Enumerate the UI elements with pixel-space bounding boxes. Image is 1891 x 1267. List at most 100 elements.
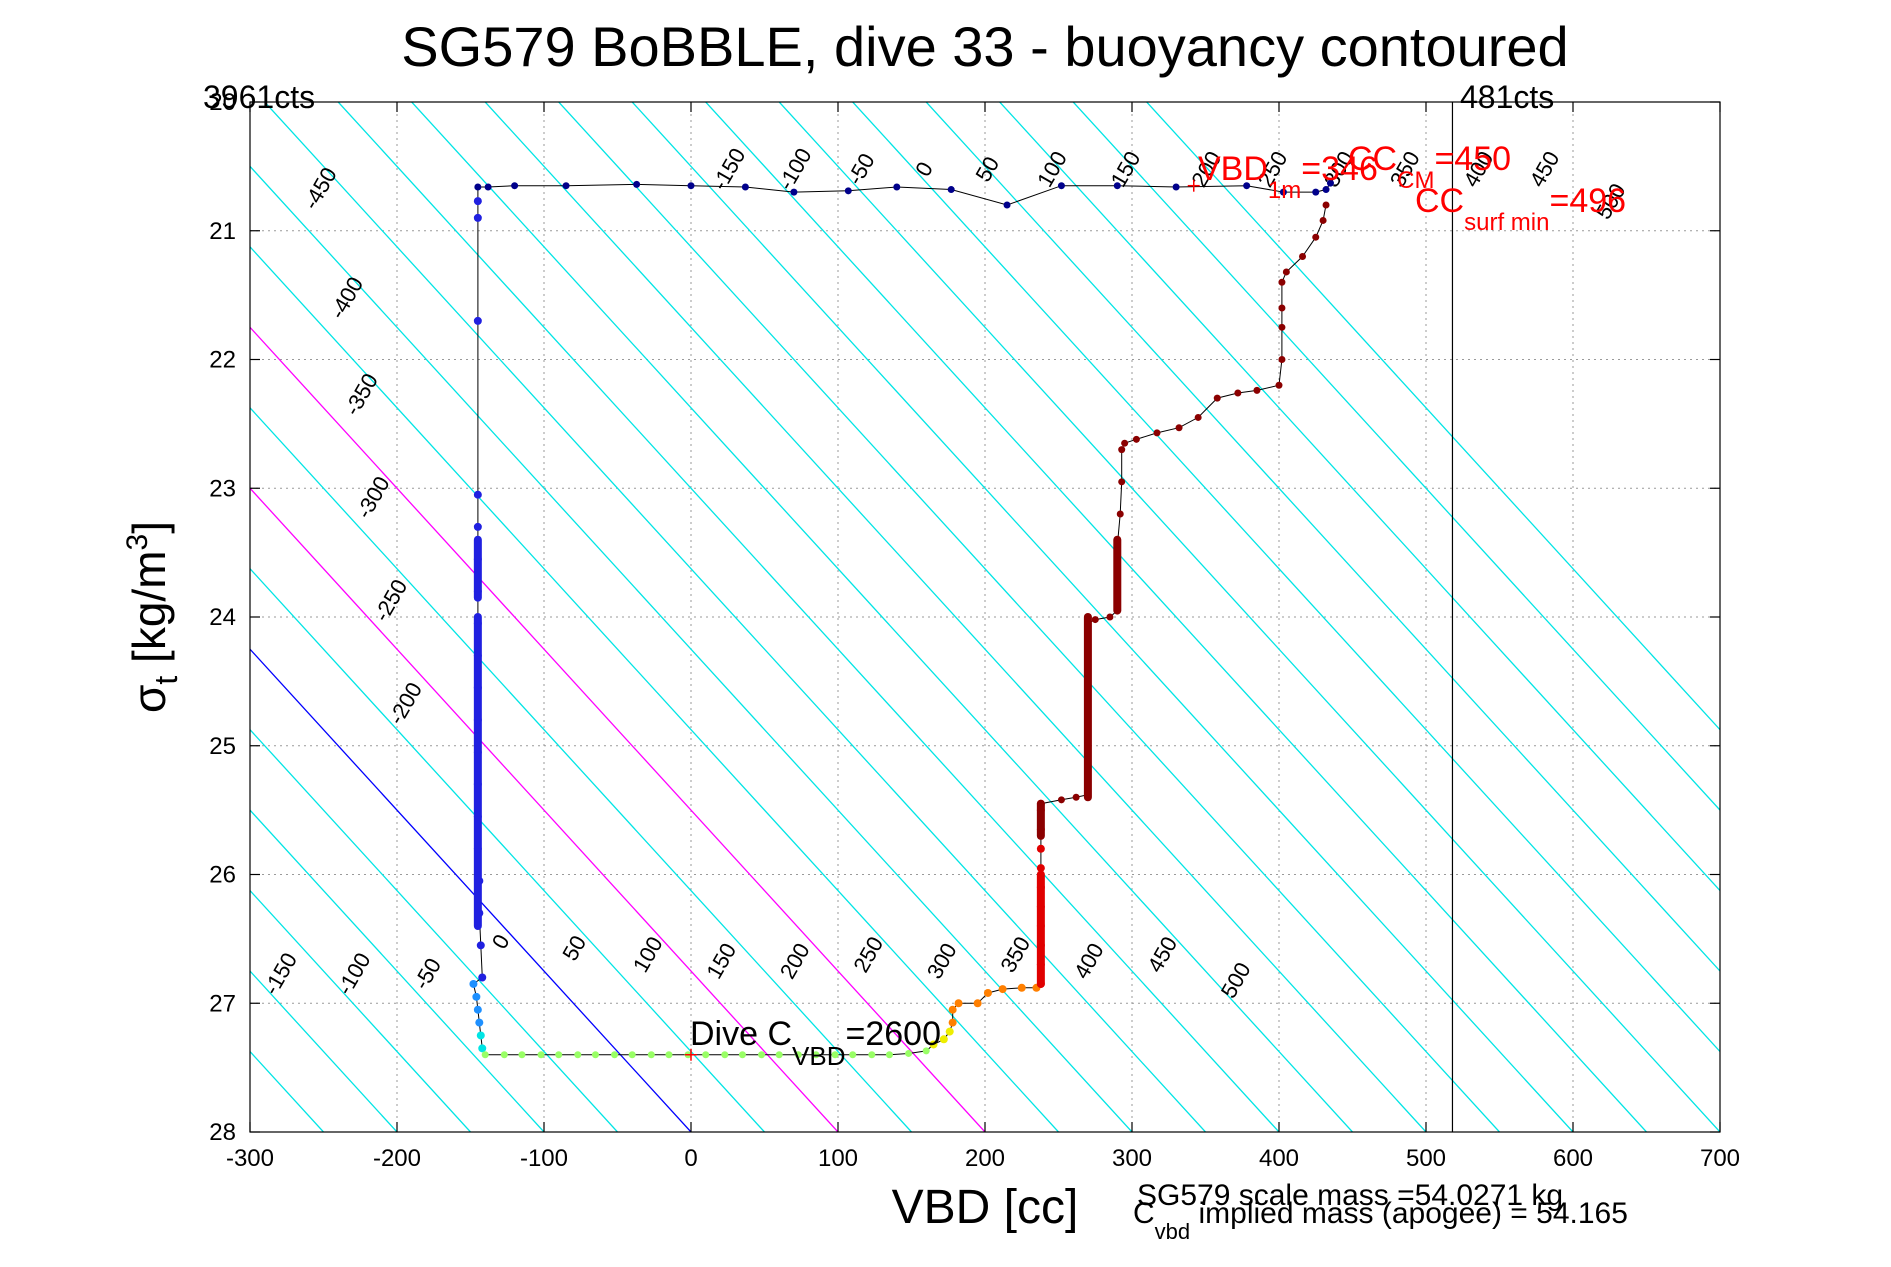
data-point [922, 1047, 930, 1055]
cc-cm-annotation: CCCM=450 [1348, 140, 1511, 194]
data-point [1312, 233, 1320, 241]
contour-line [250, 567, 765, 1132]
y-axis-label-superscript: 3 [121, 534, 154, 551]
contour-line [1072, 102, 1720, 812]
data-point [633, 180, 641, 188]
data-point [473, 619, 482, 628]
annotation-layer [685, 179, 1200, 1061]
data-point [1116, 510, 1124, 518]
data-point [893, 183, 901, 191]
data-point [1253, 386, 1261, 394]
tick-layer: -300 -200 -100 0 100 200 300 400 500 600 700 20 21 22… [209, 89, 1740, 1172]
implied-mass-subscript: vbd [1155, 1219, 1190, 1244]
data-point [1278, 323, 1286, 331]
cc-surf-min-subscript: surf min [1464, 209, 1549, 236]
data-point [473, 683, 482, 692]
data-point [481, 1051, 489, 1059]
data-point [1278, 356, 1286, 363]
data-point [1106, 613, 1114, 621]
y-tick-label: 26 [209, 862, 236, 889]
data-point [473, 716, 482, 724]
data-point [1036, 922, 1045, 930]
data-point [473, 651, 482, 660]
data-point [1084, 716, 1092, 724]
x-tick-label: -100 [520, 1145, 568, 1172]
data-point [1036, 883, 1045, 892]
contour-line [250, 326, 986, 1132]
data-point [1326, 179, 1334, 187]
data-point [1036, 902, 1045, 911]
x-tick-label: 600 [1553, 1145, 1593, 1172]
contour-line [705, 102, 1647, 1132]
vbd-1m-subscript: 1m [1268, 177, 1301, 204]
data-point [1319, 216, 1327, 224]
vbd-1m-main: VBD [1198, 150, 1268, 188]
y-tick-label: 22 [209, 347, 236, 374]
contour-line [250, 889, 471, 1132]
data-point [983, 988, 992, 997]
data-point [1282, 268, 1290, 276]
data-point [1132, 435, 1140, 443]
contour-layer [250, 102, 1720, 1132]
contour-line [484, 102, 1427, 1132]
contour-line [558, 102, 1500, 1132]
data-point [1234, 389, 1242, 397]
data-point [473, 555, 482, 564]
data-point [484, 183, 492, 191]
data-point [1091, 616, 1099, 624]
data-point [738, 1051, 746, 1059]
data-point [954, 999, 963, 1008]
contour-line [411, 102, 1353, 1132]
dive-c-vbd-subscript: VBD [792, 1041, 845, 1071]
data-point [1017, 983, 1026, 992]
y-tick-label: 21 [209, 218, 236, 245]
y-tick-label: 24 [209, 604, 236, 631]
y-tick-label: 23 [209, 475, 236, 502]
contour-line [250, 809, 545, 1132]
data-point [473, 587, 482, 596]
data-point [562, 182, 570, 190]
y-axis-label-symbol: σ [123, 685, 175, 713]
data-point [647, 1051, 655, 1059]
y-axis-label-unit: [kg/m [123, 550, 175, 675]
data-point [1036, 844, 1045, 853]
x-tick-label: -300 [226, 1145, 274, 1172]
y-tick-label: 27 [209, 990, 236, 1017]
implied-mass-rest: implied mass (apogee) = 54.165 [1190, 1197, 1628, 1230]
x-tick-label: 300 [1112, 1145, 1152, 1172]
x-tick-label: 400 [1259, 1145, 1299, 1172]
data-point [1118, 478, 1126, 486]
contour-line [250, 406, 912, 1132]
y-axis-label-close: ] [123, 521, 175, 534]
data-point [1172, 183, 1180, 191]
data-point [687, 182, 695, 190]
data-point [929, 1040, 938, 1049]
data-point [702, 1051, 710, 1059]
data-point [1299, 253, 1307, 260]
data-point [537, 1051, 545, 1059]
contour-line [250, 245, 1059, 1132]
y-tick-label: 25 [209, 733, 236, 760]
data-point [885, 1051, 893, 1059]
data-point [1118, 446, 1126, 454]
data-point [473, 780, 482, 789]
data-point [948, 1018, 957, 1027]
series-layer [469, 179, 1334, 1059]
data-point [665, 1051, 673, 1059]
y-axis-label-subscript: t [148, 676, 184, 685]
data-point [831, 1051, 839, 1059]
scale-mass-annotation: SG579 scale mass =54.0271 kg [1137, 1179, 1563, 1212]
data-point [1113, 568, 1121, 576]
data-point [473, 522, 482, 531]
y-axis-label: σt [kg/m3] [121, 521, 184, 713]
y-tick-label: 20 [209, 89, 236, 116]
dive-c-vbd-annotation: Dive CVBD=2600 [690, 1015, 941, 1071]
data-point [475, 909, 484, 918]
data-point [1243, 182, 1251, 190]
vbd-1m-value: =346 [1301, 150, 1378, 188]
data-point [790, 188, 798, 196]
x-tick-label: 700 [1700, 1145, 1740, 1172]
cc-cm-subscript: CM [1397, 167, 1434, 194]
data-point [473, 1005, 482, 1014]
implied-mass-main: C [1133, 1197, 1155, 1230]
